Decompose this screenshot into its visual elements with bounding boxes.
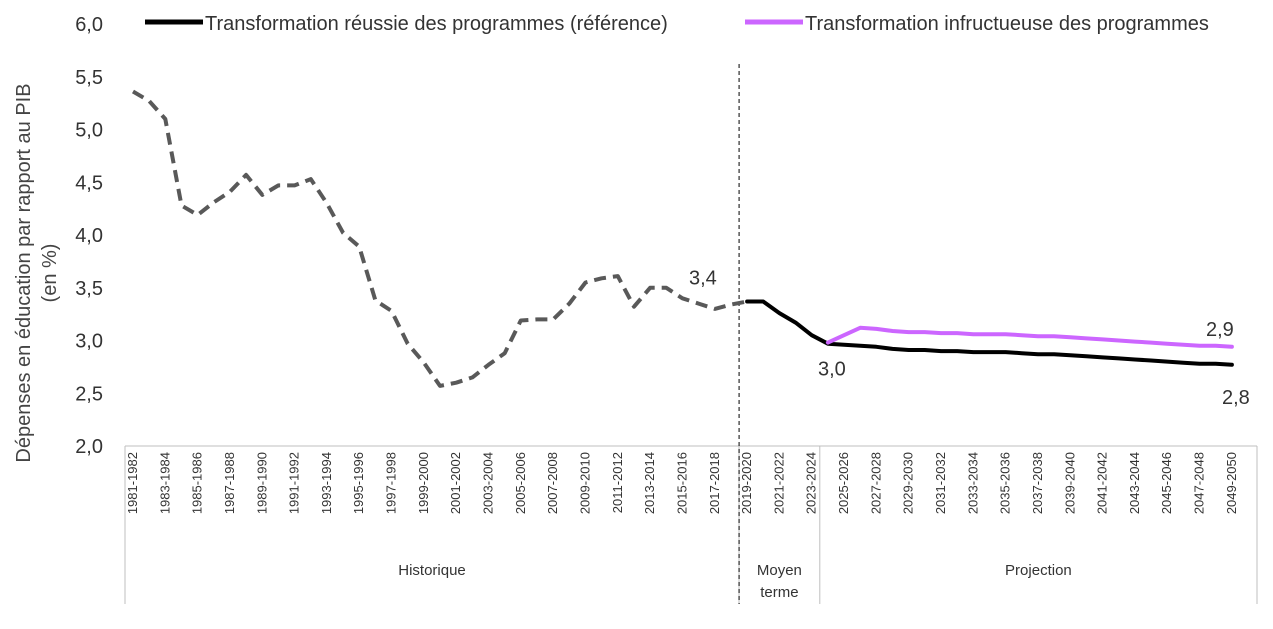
x-tick-label: 2015-2016: [674, 452, 689, 514]
x-tick-label: 2047-2048: [1192, 452, 1207, 514]
y-tick-label: 3,5: [75, 278, 103, 300]
x-tick-label: 1993-1994: [319, 452, 334, 514]
x-tick-label: 2027-2028: [868, 452, 883, 514]
x-tick-label: 1995-1996: [351, 452, 366, 514]
x-tick-label: 2013-2014: [642, 452, 657, 514]
y-tick-label: 2,0: [75, 436, 103, 458]
x-tick-label: 2009-2010: [577, 452, 592, 514]
x-tick-label: 2025-2026: [836, 452, 851, 514]
x-tick-label: 2007-2008: [545, 452, 560, 514]
x-tick-label: 2023-2024: [804, 452, 819, 514]
y-tick-label: 5,5: [75, 67, 103, 89]
series-line-historical: [131, 89, 748, 388]
x-tick-label: 2001-2002: [448, 452, 463, 514]
x-tick-label: 2003-2004: [481, 452, 496, 514]
y-tick-label: 4,0: [75, 225, 103, 247]
y-tick-label: 5,0: [75, 120, 103, 142]
data-label: 2,8: [1222, 387, 1250, 409]
data-label: 3,4: [689, 267, 717, 289]
x-tick-label: 2031-2032: [933, 452, 948, 514]
x-tick-label: 2049-2050: [1224, 452, 1239, 514]
group-label-moyen-terme-line2: terme: [760, 584, 798, 601]
group-label-historique: Historique: [398, 562, 466, 579]
x-tick-label: 1983-1984: [157, 452, 172, 514]
y-axis-title: Dépenses en éducation par rapport au PIB: [13, 83, 35, 462]
y-tick-label: 4,5: [75, 172, 103, 194]
y-axis-title-unit: (en %): [39, 244, 61, 303]
x-tick-label: 1999-2000: [416, 452, 431, 514]
x-tick-label: 2035-2036: [998, 452, 1013, 514]
data-label: 3,0: [818, 359, 846, 381]
x-tick-label: 1987-1988: [222, 452, 237, 514]
x-tick-label: 2039-2040: [1062, 452, 1077, 514]
x-tick-label: 2017-2018: [707, 452, 722, 514]
x-tick-label: 2011-2012: [610, 452, 625, 513]
x-tick-label: 2033-2034: [965, 452, 980, 514]
x-tick-label: 2029-2030: [901, 452, 916, 514]
y-tick-label: 3,0: [75, 331, 103, 353]
x-tick-label: 1989-1990: [254, 452, 269, 514]
x-tick-label: 2037-2038: [1030, 452, 1045, 514]
x-tick-label: 1991-1992: [287, 452, 302, 514]
x-tick-label: 2045-2046: [1159, 452, 1174, 514]
x-tick-label: 2021-2022: [771, 452, 786, 514]
group-label-moyen-terme: Moyen: [757, 562, 802, 579]
y-tick-label: 2,5: [75, 383, 103, 405]
x-tick-label: 2019-2020: [739, 452, 754, 514]
legend-label: Transformation infructueuse des programm…: [805, 13, 1209, 35]
data-label: 2,9: [1206, 319, 1234, 341]
x-tick-label: 1997-1998: [384, 452, 399, 514]
legend-label: Transformation réussie des programmes (r…: [205, 13, 668, 35]
x-tick-label: 2043-2044: [1127, 452, 1142, 514]
x-tick-label: 2041-2042: [1095, 452, 1110, 514]
x-tick-label: 1981-1982: [125, 452, 140, 514]
x-tick-label: 2005-2006: [513, 452, 528, 514]
series-line-unsuccessful: [825, 325, 1234, 349]
y-tick-label: 6,0: [75, 14, 103, 36]
group-label-projection: Projection: [1005, 562, 1072, 579]
x-tick-label: 1985-1986: [190, 452, 205, 514]
